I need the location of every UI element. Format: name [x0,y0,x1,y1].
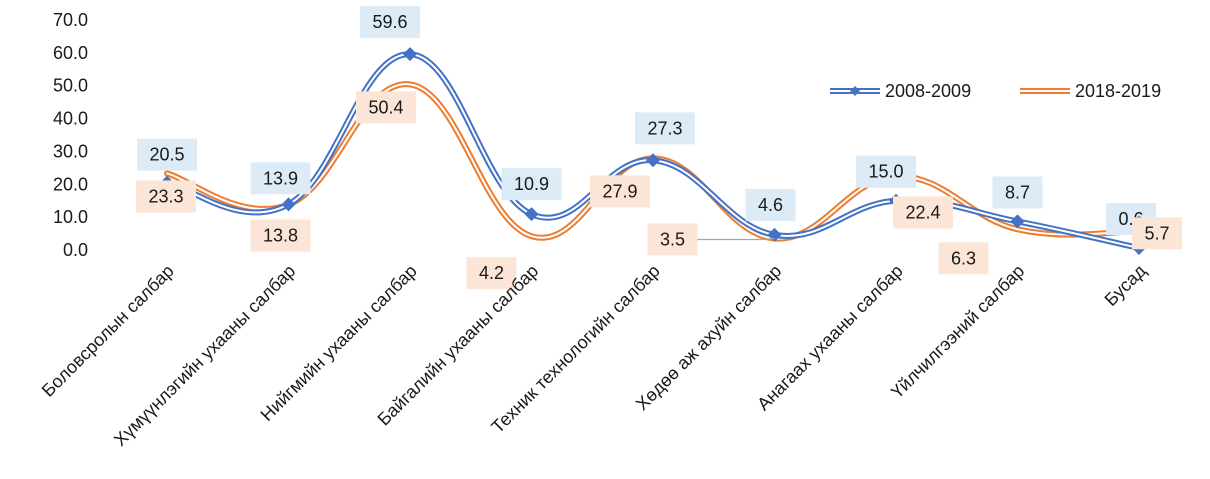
data-point [1010,214,1025,229]
data-label: 10.9 [514,174,549,194]
data-label: 6.3 [951,248,976,268]
data-label: 27.3 [647,118,682,138]
data-label-box [893,196,953,229]
data-label: 27.9 [602,181,637,201]
data-label: 4.2 [479,263,504,283]
data-label: 22.4 [905,202,940,222]
data-label: 3.5 [660,230,685,250]
data-label-box [1132,217,1182,250]
data-label-box [360,6,420,39]
data-label-box [136,180,196,213]
data-label: 20.5 [149,145,184,165]
data-label-box [250,162,311,195]
data-label-box [501,168,562,201]
x-tick-label: Бусад [1101,260,1151,310]
data-label: 8.7 [1005,182,1030,202]
series-line-inner-2008-2009 [166,53,1140,250]
legend-label: 2008-2009 [885,81,971,101]
y-tick-label: 50.0 [53,76,88,96]
data-labels: 20.513.959.610.927.34.615.08.70.623.313.… [136,6,1182,290]
y-tick-label: 30.0 [53,141,88,161]
data-label: 13.8 [263,226,298,246]
data-label: 4.6 [758,195,783,215]
data-label-box [938,242,989,275]
y-tick-label: 0.0 [63,240,88,260]
series-lines [164,51,1142,252]
legend-label: 2018-2019 [1075,81,1161,101]
data-label-box [137,138,197,171]
data-label: 23.3 [148,186,183,206]
data-point [281,197,296,212]
data-point [403,47,417,62]
series-line-2008-2009 [164,51,1142,252]
data-label: 50.4 [368,97,403,117]
data-label: 5.7 [1144,223,1169,243]
data-label-box [356,91,416,124]
y-tick-label: 70.0 [53,10,88,30]
data-label: 59.6 [372,12,407,32]
x-tick-label: Боловсролын салбар [38,261,178,401]
data-label-box [635,112,695,145]
data-point [524,207,539,222]
data-label-box [590,175,650,208]
data-point [646,153,660,168]
data-label-box [466,257,517,290]
y-tick-label: 60.0 [53,43,88,63]
legend-marker [850,86,860,96]
y-tick-label: 10.0 [53,207,88,227]
legend: 2008-2009 2018-2019 [830,81,1161,101]
data-label-box [647,223,698,256]
data-label-box [745,188,796,221]
leader-line [697,237,775,241]
data-label-box [992,176,1043,209]
data-label: 13.9 [263,168,298,188]
data-label: 15.0 [868,162,903,182]
data-label-box [856,155,916,188]
y-axis: 0.0 10.0 20.0 30.0 40.0 50.0 60.0 70.0 [53,10,88,260]
x-tick-label: Үйлчилгээний салбар [887,261,1028,402]
y-tick-label: 20.0 [53,174,88,194]
data-label-box [250,219,311,252]
y-tick-label: 40.0 [53,109,88,129]
